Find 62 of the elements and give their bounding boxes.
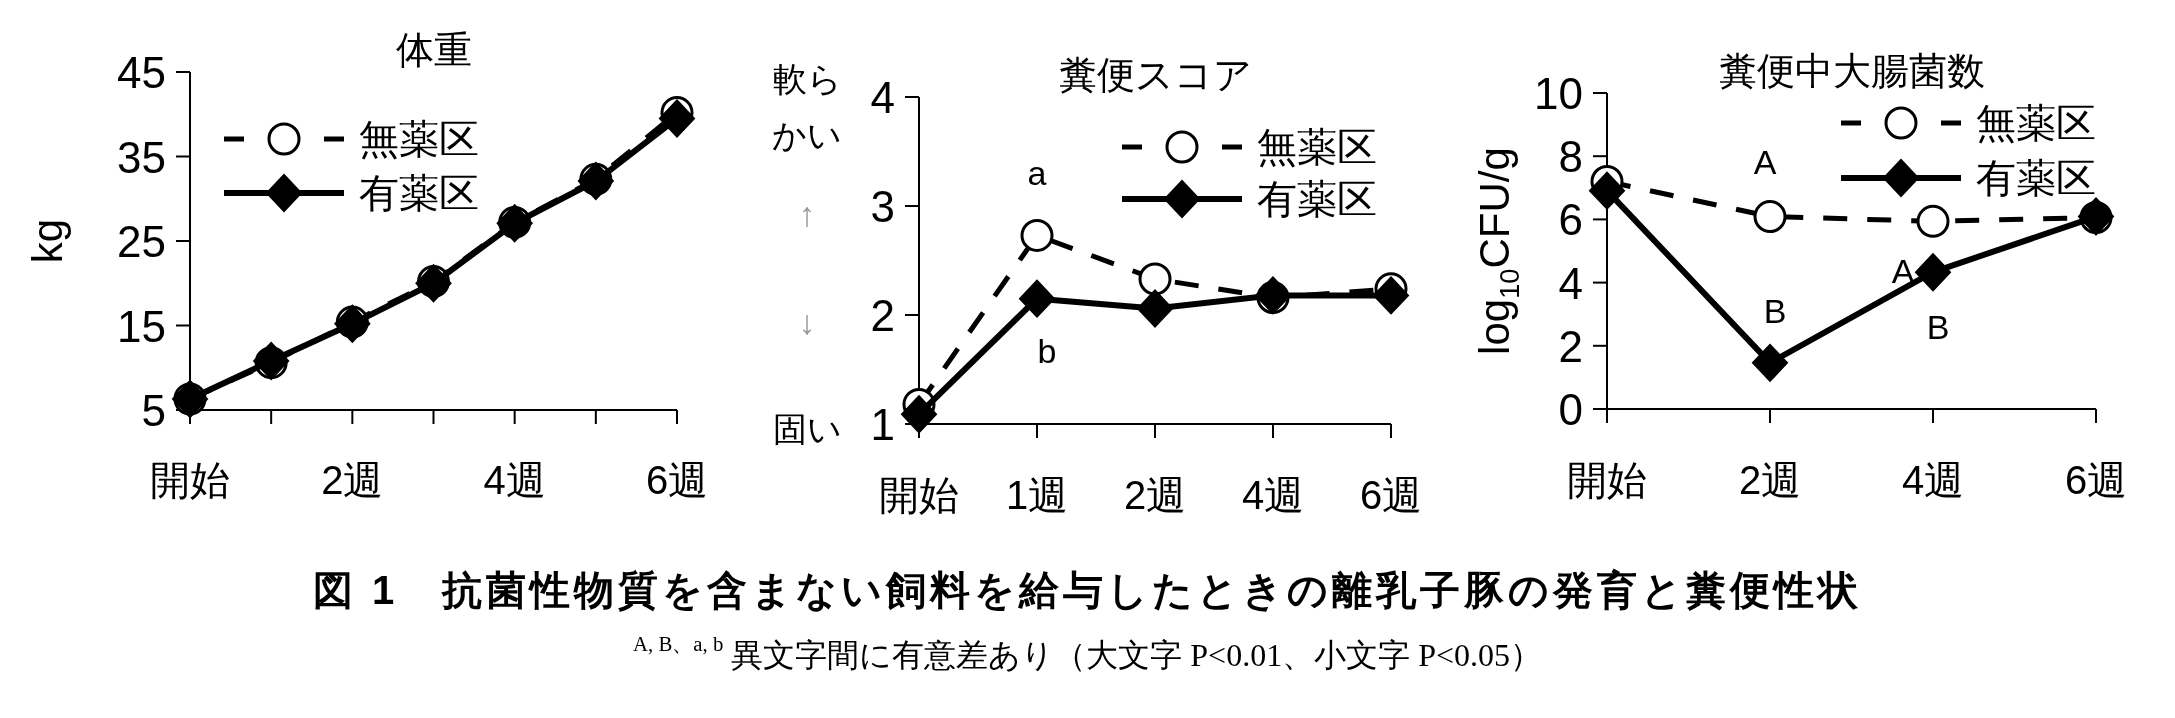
y-tick-label: 8	[1558, 131, 1583, 181]
point	[1138, 262, 1172, 296]
chart-title: 糞便中大腸菌数	[1718, 50, 1985, 92]
x-tick-label: 開始	[150, 458, 230, 502]
text: ↑	[797, 194, 817, 236]
text: ↓	[797, 301, 817, 343]
point	[1752, 343, 1788, 382]
text: 図 1 抗菌性物質を含まない飼料を給与したときの離乳子豚の発育と糞便性状	[312, 568, 1863, 612]
y-tick-label: 35	[117, 132, 166, 181]
x-tick-label: 2週	[1738, 458, 1802, 502]
legend-label: 有薬区	[1976, 156, 2096, 200]
y-tick-label: 6	[1558, 194, 1583, 244]
point	[1915, 253, 1951, 292]
legend-label: 有薬区	[1257, 177, 1377, 221]
point	[1373, 276, 1409, 315]
x-tick-label: 4週	[483, 458, 546, 502]
legend-label: 無薬区	[359, 117, 479, 161]
point	[1020, 218, 1054, 252]
y-tick-label: 5	[141, 385, 166, 435]
y-tick-label: 4	[870, 72, 895, 122]
x-tick-label: 4週	[1901, 458, 1965, 502]
y-tick-label: 1	[870, 399, 895, 449]
y-tick-label: 2	[1558, 321, 1583, 371]
y-tick-label: 3	[870, 181, 895, 231]
point	[901, 395, 937, 434]
x-tick-label: 4週	[1241, 473, 1305, 517]
annotation: A	[1891, 252, 1915, 291]
text: 軟らかい	[771, 59, 843, 156]
annotation: b	[1037, 331, 1057, 370]
x-tick-label: 2週	[321, 458, 384, 502]
text: $^{A, B、a, b}$ 異文字間に有意差あり（大文字 P<0.01、小文字 P<0.05）	[632, 632, 1543, 673]
x-tick-label: 2週	[1123, 473, 1187, 517]
point	[1589, 171, 1625, 210]
legend-label: 無薬区	[1976, 101, 2096, 145]
x-tick-label: 6週	[645, 458, 709, 502]
y-tick-label: 0	[1558, 384, 1583, 434]
x-tick-label: 1週	[1005, 473, 1069, 517]
chart-title: 体重	[395, 29, 472, 71]
legend-label: 無薬区	[1257, 125, 1377, 169]
y-tick-label: 10	[1534, 68, 1583, 118]
annotation: a	[1027, 154, 1047, 193]
point	[659, 99, 695, 138]
y-tick-label: 15	[117, 301, 166, 350]
point	[1753, 200, 1787, 234]
text: 固い	[771, 409, 843, 450]
point	[1137, 289, 1173, 328]
x-tick-label: 6週	[1359, 473, 1423, 517]
annotation: B	[1763, 291, 1787, 330]
y-tick-label: 25	[117, 216, 166, 266]
y-tick-label: 2	[870, 290, 895, 340]
point	[1916, 204, 1950, 238]
y-tick-label: 45	[117, 47, 166, 97]
annotation: A	[1753, 142, 1777, 181]
x-tick-label: 開始	[1567, 458, 1647, 502]
x-tick-label: 開始	[879, 473, 959, 517]
y-tick-label: 4	[1558, 258, 1583, 308]
chart-title: 糞便スコア	[1058, 54, 1252, 96]
legend-label: 有薬区	[359, 171, 479, 215]
annotation: B	[1926, 308, 1950, 347]
point	[1019, 279, 1055, 318]
x-tick-label: 6週	[2064, 458, 2128, 502]
y-axis-title: kg	[23, 218, 71, 264]
